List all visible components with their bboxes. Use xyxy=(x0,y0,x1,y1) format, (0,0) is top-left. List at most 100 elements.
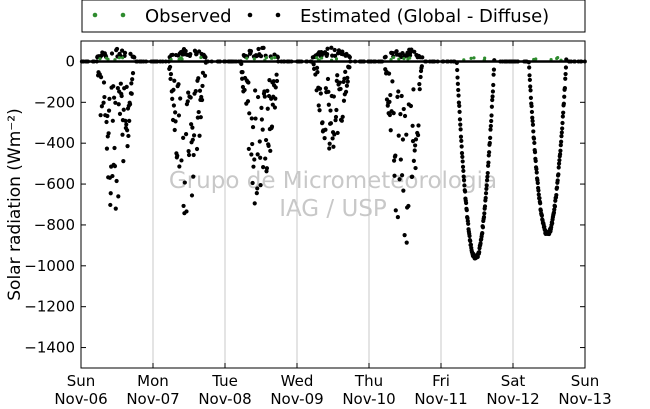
estimated-point xyxy=(317,108,322,113)
estimated-point xyxy=(456,93,461,98)
estimated-point xyxy=(108,191,113,196)
estimated-point xyxy=(259,105,264,110)
estimated-point xyxy=(331,94,336,99)
estimated-point xyxy=(558,148,563,153)
estimated-point xyxy=(461,178,467,183)
estimated-point xyxy=(411,87,416,92)
estimated-point xyxy=(175,153,180,158)
estimated-point xyxy=(407,53,413,58)
estimated-point xyxy=(251,164,256,169)
observed-point xyxy=(98,57,102,61)
estimated-point xyxy=(110,173,115,179)
estimated-point xyxy=(127,118,132,123)
estimated-point xyxy=(113,206,118,211)
estimated-point xyxy=(104,146,110,151)
estimated-point xyxy=(246,146,251,152)
estimated-point xyxy=(393,208,398,213)
estimated-point xyxy=(419,64,424,69)
estimated-point xyxy=(253,88,258,93)
estimated-point xyxy=(116,102,121,107)
estimated-point xyxy=(173,110,178,115)
estimated-point xyxy=(255,152,260,157)
estimated-point xyxy=(529,109,535,115)
y-axis-ticks: 0 −200 −400 −600 −800 −1000 −1200 −1400 xyxy=(24,52,585,357)
estimated-point xyxy=(253,116,258,121)
estimated-point xyxy=(112,145,117,151)
estimated-point xyxy=(245,99,251,104)
estimated-point xyxy=(181,135,186,140)
estimated-point xyxy=(457,117,463,122)
estimated-point xyxy=(320,120,325,125)
estimated-point xyxy=(537,195,542,201)
estimated-point xyxy=(487,150,492,155)
legend-label: Estimated (Global - Diffuse) xyxy=(300,6,549,27)
estimated-point xyxy=(554,192,559,198)
estimated-point xyxy=(179,158,184,163)
estimated-point xyxy=(190,137,195,142)
estimated-point xyxy=(560,126,565,131)
estimated-point xyxy=(340,114,345,119)
observed-point xyxy=(245,56,249,60)
estimated-point xyxy=(462,189,468,194)
estimated-point xyxy=(335,73,340,78)
x-axis-ticks: SunNov-06MonNov-07TueNov-08WedNov-09ThuN… xyxy=(54,41,612,408)
estimated-point xyxy=(118,81,123,86)
estimated-point xyxy=(394,49,399,54)
estimated-point xyxy=(271,79,276,84)
estimated-point xyxy=(478,241,483,246)
estimated-point xyxy=(98,75,104,80)
estimated-point xyxy=(536,192,541,197)
estimated-point xyxy=(539,213,544,218)
x-tick-label-date: Nov-10 xyxy=(342,390,395,408)
estimated-point xyxy=(114,178,119,184)
estimated-point xyxy=(460,159,465,164)
estimated-point xyxy=(404,132,409,137)
estimated-point xyxy=(273,96,278,101)
estimated-point xyxy=(387,112,392,118)
observed-point xyxy=(117,56,121,60)
estimated-point xyxy=(121,158,126,164)
estimated-point xyxy=(534,170,539,175)
estimated-point xyxy=(491,72,496,77)
estimated-point xyxy=(412,148,417,153)
estimated-point xyxy=(265,106,270,111)
estimated-point xyxy=(107,96,112,101)
estimated-point xyxy=(333,114,339,120)
estimated-point xyxy=(327,146,332,151)
estimated-point xyxy=(455,67,460,73)
estimated-point xyxy=(458,134,464,139)
estimated-point xyxy=(261,165,266,170)
estimated-point xyxy=(488,127,493,132)
x-tick-label-date: Nov-06 xyxy=(54,390,107,408)
estimated-point xyxy=(408,103,414,109)
y-tick-label: −1400 xyxy=(24,339,75,357)
estimated-point xyxy=(468,242,474,247)
estimated-point xyxy=(344,83,350,88)
estimated-point xyxy=(317,86,323,91)
estimated-point xyxy=(125,144,130,149)
estimated-point xyxy=(484,178,490,183)
x-tick-label-day: Sun xyxy=(571,372,600,390)
estimated-point xyxy=(396,133,401,138)
estimated-point xyxy=(487,140,492,146)
estimated-point xyxy=(528,84,533,89)
estimated-point xyxy=(263,156,268,161)
estimated-point xyxy=(318,91,323,96)
estimated-point xyxy=(200,83,205,89)
estimated-point xyxy=(178,96,183,101)
observed-point xyxy=(199,55,203,60)
x-tick-label-date: Nov-13 xyxy=(558,390,611,408)
estimated-point xyxy=(347,55,352,60)
estimated-point xyxy=(99,104,104,109)
observed-point xyxy=(392,55,396,60)
estimated-point xyxy=(108,202,113,208)
estimated-point xyxy=(176,82,181,87)
estimated-point xyxy=(170,52,175,57)
estimated-point xyxy=(261,45,266,51)
x-tick-label-date: Nov-11 xyxy=(414,390,467,408)
estimated-point xyxy=(399,93,404,99)
estimated-point xyxy=(170,96,175,101)
estimated-point xyxy=(527,73,532,78)
estimated-point xyxy=(110,118,115,123)
